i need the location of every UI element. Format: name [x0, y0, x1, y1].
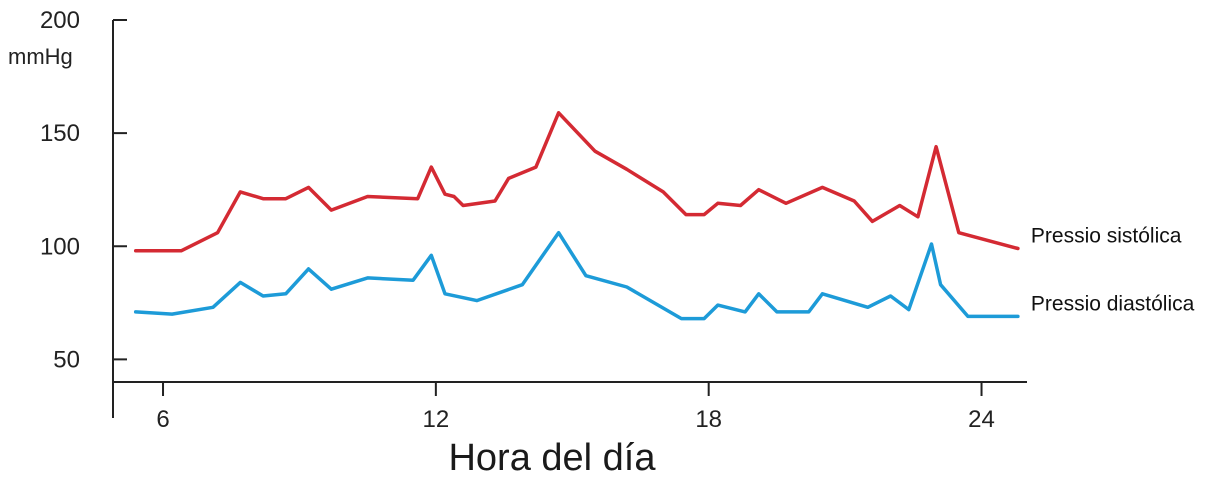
- axes: [112, 20, 1027, 418]
- x-axis-ticks: 6 12 18 24: [156, 382, 995, 433]
- series-line-systolic: [133, 111, 1020, 253]
- x-tick-label: 6: [156, 406, 169, 433]
- series-label-diastolic: Pressio diastólica: [1031, 292, 1195, 315]
- series-group: [133, 111, 1020, 321]
- y-axis-ticks: 50 100 150 200: [40, 7, 127, 373]
- y-tick-label: 50: [53, 346, 80, 373]
- series-labels: Pressio sistólica Pressio diastólica: [1031, 225, 1195, 316]
- y-tick-label: 100: [40, 233, 80, 260]
- x-axis-title: Hora del día: [448, 437, 656, 479]
- y-tick-label: 200: [40, 7, 80, 34]
- series-line-diastolic: [133, 230, 1020, 321]
- y-tick-label: 150: [40, 120, 80, 147]
- x-tick-label: 24: [968, 406, 995, 433]
- x-tick-label: 12: [423, 406, 450, 433]
- x-tick-label: 18: [695, 406, 722, 433]
- y-axis-unit-label: mmHg: [8, 44, 73, 69]
- series-label-systolic: Pressio sistólica: [1031, 225, 1182, 248]
